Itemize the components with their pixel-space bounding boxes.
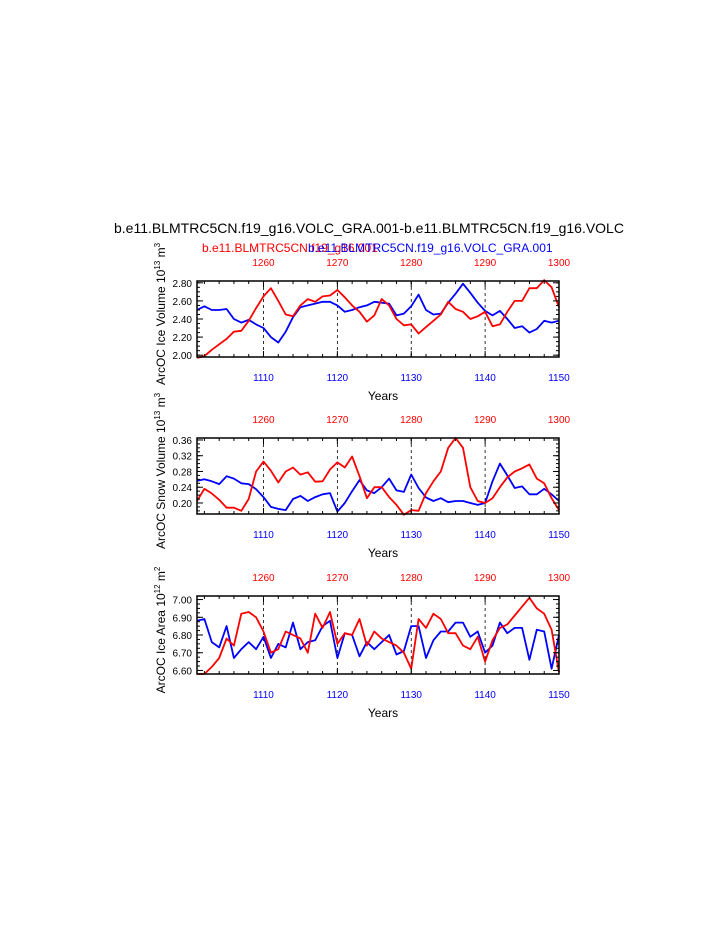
x-tick-label-top: 1280 xyxy=(400,573,423,584)
series-line-blue xyxy=(196,462,560,513)
y-tick-label: 0.24 xyxy=(173,483,193,494)
y-tick-label: 2.40 xyxy=(173,315,193,326)
y-tick-label: 6.80 xyxy=(173,631,193,642)
y-axis-label: ArcOC Snow Volume 1013 m3 xyxy=(153,392,168,549)
y-tick-label: 0.36 xyxy=(173,436,193,447)
series-line-red xyxy=(197,596,560,675)
x-tick-label-top: 1300 xyxy=(548,415,571,426)
chart-panel-1: 1110 1120 1130 1140 1150 1260 1270 1280 1290 1300… xyxy=(153,242,571,403)
x-tick-label-bottom: 1130 xyxy=(400,530,422,541)
plot-frame xyxy=(196,437,560,515)
x-tick-label-top: 1260 xyxy=(252,573,275,584)
x-tick-label-bottom: 1130 xyxy=(400,373,422,384)
x-tick-label-top: 1290 xyxy=(474,258,497,269)
y-axis-label: ArcOC Ice Volume 1013 m3 xyxy=(153,242,168,385)
y-tick-label: 2.00 xyxy=(173,351,193,362)
x-tick-label-bottom: 1150 xyxy=(548,530,570,541)
x-tick-label-bottom: 1120 xyxy=(327,530,349,541)
x-tick-label-bottom: 1130 xyxy=(400,690,422,701)
x-tick-label-top: 1290 xyxy=(474,573,497,584)
figure-title: b.e11.BLMTRC5CN.f19_g16.VOLC_GRA.001-b.e… xyxy=(114,220,624,236)
x-tick-label-top: 1260 xyxy=(252,415,275,426)
chart-panel-2: 1110 1120 1130 1140 1150 1260 1270 1280 1290 1300… xyxy=(153,392,571,560)
x-tick-label-top: 1300 xyxy=(548,258,571,269)
y-tick-label: 2.20 xyxy=(173,333,193,344)
y-tick-label: 6.90 xyxy=(173,613,193,624)
y-tick-label: 6.60 xyxy=(173,666,193,677)
y-tick-label: 6.70 xyxy=(173,649,193,660)
x-tick-label-bottom: 1110 xyxy=(253,373,274,384)
x-tick-label-bottom: 1140 xyxy=(474,690,496,701)
x-tick-label-top: 1260 xyxy=(252,258,275,269)
legend-blue-label: b.e11.BLMTRC5CN.f19_g16.VOLC_GRA.001 xyxy=(308,241,553,255)
x-axis-label: Years xyxy=(368,546,398,560)
x-tick-label-bottom: 1110 xyxy=(253,690,274,701)
chart-panel-3: 1110 1120 1130 1140 1150 1260 1270 1280 1290 1300… xyxy=(153,566,571,720)
x-axis-label: Years xyxy=(368,389,398,403)
x-tick-label-bottom: 1110 xyxy=(253,530,274,541)
y-tick-label: 0.20 xyxy=(173,499,193,510)
series-line-red xyxy=(196,279,560,359)
x-tick-label-top: 1300 xyxy=(548,573,571,584)
x-tick-label-top: 1270 xyxy=(326,258,349,269)
x-tick-label-bottom: 1140 xyxy=(474,530,496,541)
series-line-blue xyxy=(196,618,560,670)
y-tick-label: 2.60 xyxy=(173,297,193,308)
y-tick-label: 2.80 xyxy=(173,279,193,290)
plot-frame xyxy=(196,280,560,358)
y-tick-label: 0.28 xyxy=(173,467,193,478)
series-line-blue xyxy=(196,282,560,344)
x-axis-label: Years xyxy=(368,706,398,720)
legend-red-label: b.e11.BLMTRC5CN.f19_g16.001 xyxy=(202,241,378,255)
x-tick-label-top: 1280 xyxy=(400,415,423,426)
x-tick-label-bottom: 1120 xyxy=(327,690,349,701)
x-tick-label-top: 1290 xyxy=(474,415,497,426)
y-axis-label: ArcOC Ice Area 1012 m2 xyxy=(153,566,168,693)
x-tick-label-bottom: 1140 xyxy=(474,373,496,384)
x-tick-label-bottom: 1150 xyxy=(548,373,570,384)
panels: 1110 1120 1130 1140 1150 1260 1270 1280 1290 1300… xyxy=(153,242,571,720)
x-tick-label-top: 1270 xyxy=(326,573,349,584)
x-tick-label-bottom: 1150 xyxy=(548,690,570,701)
x-tick-label-top: 1280 xyxy=(400,258,423,269)
y-tick-label: 0.32 xyxy=(173,452,193,463)
series-line-red xyxy=(196,437,560,516)
y-tick-label: 7.00 xyxy=(173,596,193,607)
x-tick-label-bottom: 1120 xyxy=(327,373,349,384)
x-tick-label-top: 1270 xyxy=(326,415,349,426)
